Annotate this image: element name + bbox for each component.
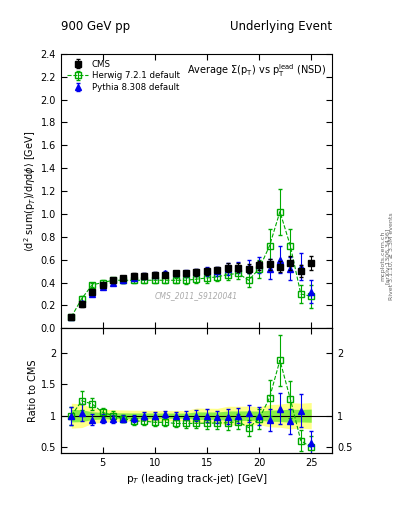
Text: Average $\Sigma$(p$_\mathrm{T}$) vs p$_\mathrm{T}^\mathrm{lead}$ (NSD): Average $\Sigma$(p$_\mathrm{T}$) vs p$_\…: [187, 62, 327, 79]
Y-axis label: $\langle$d$^2$ sum(p$_T$)/d$\eta$d$\phi$$\rangle$ [GeV]: $\langle$d$^2$ sum(p$_T$)/d$\eta$d$\phi$…: [22, 131, 38, 252]
Text: Underlying Event: Underlying Event: [230, 20, 332, 33]
Text: [arXiv:1306.3436]: [arXiv:1306.3436]: [385, 228, 389, 284]
X-axis label: p$_T$ (leading track-jet) [GeV]: p$_T$ (leading track-jet) [GeV]: [125, 472, 268, 486]
Text: Rivet 3.1.10, ≥ 3.3M events: Rivet 3.1.10, ≥ 3.3M events: [389, 212, 393, 300]
Text: mcplots.cern.ch: mcplots.cern.ch: [381, 231, 386, 281]
Y-axis label: Ratio to CMS: Ratio to CMS: [28, 359, 38, 422]
Text: 900 GeV pp: 900 GeV pp: [61, 20, 130, 33]
Legend: CMS, Herwig 7.2.1 default, Pythia 8.308 default: CMS, Herwig 7.2.1 default, Pythia 8.308 …: [65, 58, 182, 94]
Text: CMS_2011_S9120041: CMS_2011_S9120041: [155, 291, 238, 300]
